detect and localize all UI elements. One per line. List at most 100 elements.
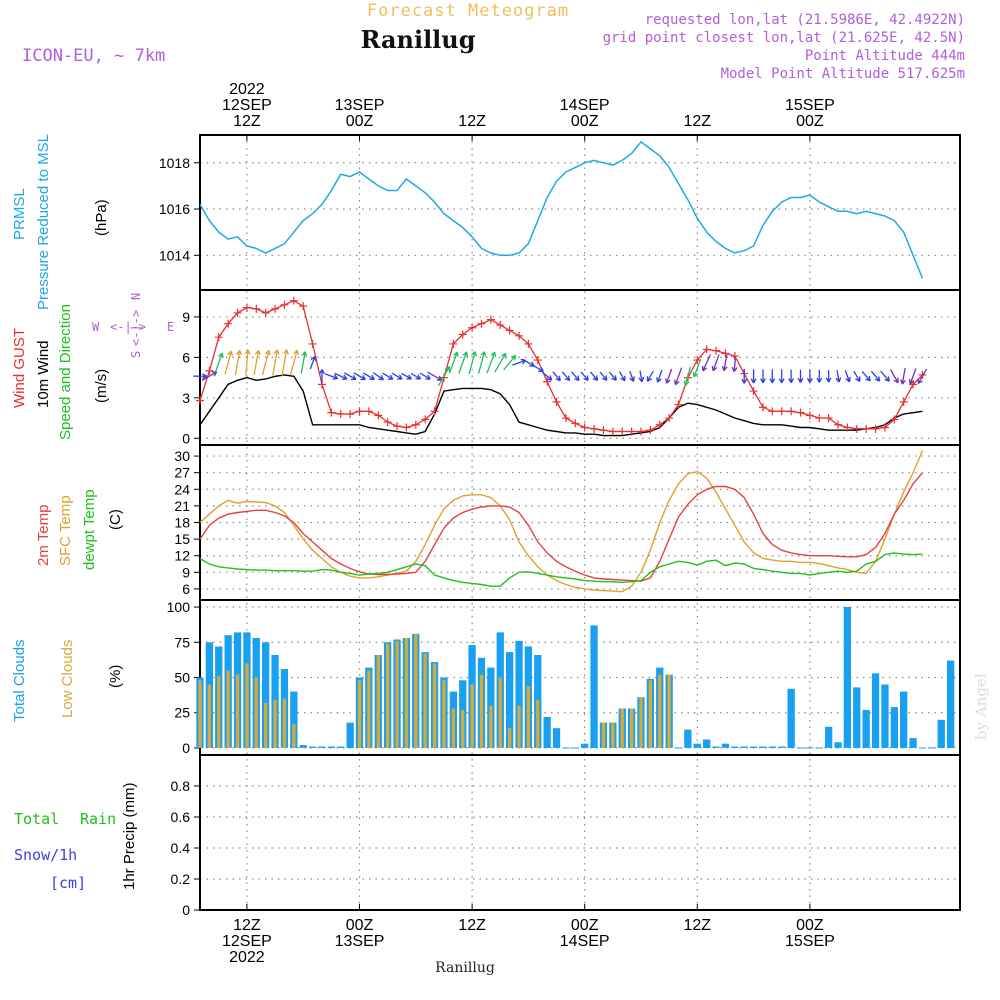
- t2m-line: [199, 472, 924, 582]
- bottom-time-label: 14SEP: [560, 933, 610, 950]
- wind-direction-arrow: [917, 368, 928, 385]
- gust-marker: [242, 303, 251, 312]
- wind-direction-arrow: [503, 354, 517, 371]
- dew-title: dewpt Temp: [81, 489, 98, 570]
- gust-marker: [580, 423, 589, 432]
- location-title: Ranillug: [360, 25, 475, 54]
- temp-ytick-label: 6: [182, 581, 190, 597]
- compass-arrows: <-|->: [110, 320, 146, 334]
- gust-marker: [205, 366, 214, 375]
- total-cloud-bar: [871, 673, 880, 748]
- low-cloud-bar: [620, 708, 624, 748]
- low-cloud-bar: [508, 728, 512, 748]
- gust-marker: [308, 339, 317, 348]
- gust-marker: [515, 331, 524, 340]
- gust-marker: [815, 414, 824, 423]
- gust-marker: [505, 326, 514, 335]
- watermark: by Angel: [972, 673, 990, 740]
- total-cloud-bar: [881, 684, 889, 748]
- top-time-label: 12Z: [683, 113, 711, 130]
- wind-direction-arrow: [646, 370, 654, 382]
- low-cloud-bar: [451, 708, 455, 748]
- total-cloud-bar: [778, 746, 786, 748]
- gust-marker: [561, 414, 570, 423]
- model-altitude: Model Point Altitude 517.625m: [721, 66, 965, 82]
- precip-panel-title: Total Rain Snow/1h [cm] 1hr Precip (mm): [14, 782, 138, 892]
- t2m-title: 2m Temp: [35, 505, 52, 566]
- total-cloud-bar: [703, 739, 711, 748]
- sfc-title: SFC Temp: [57, 495, 74, 566]
- wind-direction-arrow: [244, 349, 251, 376]
- total-cloud-bar: [947, 660, 955, 748]
- low-cloud-bar: [601, 722, 606, 748]
- compass-w: W: [92, 320, 100, 334]
- wind-direction-arrow: [769, 369, 776, 384]
- wind-direction-arrow: [214, 352, 224, 373]
- total-cloud-bar: [327, 746, 335, 748]
- low-cloud-bar: [282, 698, 287, 748]
- total-cloud-bar: [262, 642, 270, 748]
- temp-unit: (C): [107, 509, 124, 530]
- pressure-ytick-label: 1018: [159, 155, 190, 171]
- low-cloud-bar: [273, 700, 277, 748]
- gust-marker: [674, 400, 683, 409]
- top-time-label: 2022: [229, 81, 265, 98]
- wind-direction-arrow: [401, 372, 412, 380]
- bottom-time-label: 00Z: [571, 917, 599, 934]
- wind-ytick-label: 3: [182, 390, 190, 406]
- wind-direction-arrow: [741, 368, 748, 384]
- precip-ytick-label: 0.8: [171, 778, 191, 794]
- gust-marker: [364, 407, 373, 416]
- total-cloud-bar: [937, 719, 945, 748]
- gust-marker: [843, 423, 852, 432]
- total-cloud-bar: [740, 746, 748, 748]
- temp-panel-frame: [199, 444, 961, 601]
- gust-marker: [280, 300, 289, 309]
- wind-direction-arrow: [835, 370, 842, 383]
- top-time-label: 14SEP: [560, 97, 610, 114]
- gust-marker: [890, 415, 899, 424]
- low-cloud-bar: [611, 722, 615, 748]
- total-cloud-bar: [543, 717, 551, 748]
- wind-direction-arrow: [711, 354, 720, 372]
- low-cloud-bar: [217, 676, 221, 748]
- total-rain-b: Rain: [80, 810, 116, 828]
- gust-marker: [618, 427, 627, 436]
- gust-marker: [834, 420, 843, 429]
- wind-direction-arrow: [343, 372, 357, 381]
- temp-ytick-label: 30: [174, 448, 190, 464]
- low-cloud-bar: [526, 686, 530, 748]
- compass-vertical: <-|->: [129, 310, 143, 346]
- clouds-ytick-label: 25: [174, 705, 190, 721]
- clouds-panel-title: Total Clouds Low Clouds (%): [11, 639, 124, 722]
- dewpt-line: [199, 552, 923, 587]
- precip-panel-frame: [199, 754, 961, 911]
- gust-marker: [627, 427, 636, 436]
- total-cloud-bar: [909, 738, 917, 748]
- total-cloud-bar: [299, 745, 307, 748]
- wind-direction-arrow: [853, 370, 861, 382]
- wind-direction-arrow: [448, 351, 459, 374]
- low-cloud-bar: [479, 674, 484, 748]
- total-cloud-bar: [890, 707, 898, 748]
- wind-direction-arrow: [458, 351, 469, 374]
- gust-marker: [758, 403, 767, 412]
- gust-marker: [449, 339, 458, 348]
- gust-marker: [852, 424, 861, 433]
- wind-ytick-label: 6: [182, 349, 190, 365]
- grid-coords: grid point closest lon,lat (21.625E, 42.…: [603, 30, 965, 46]
- wind-direction-arrow: [486, 351, 497, 374]
- bottom-time-label: 15SEP: [785, 933, 835, 950]
- model-label: ICON-EU, ~ 7km: [22, 46, 165, 66]
- gust-marker: [252, 304, 261, 313]
- low-cloud-bar: [357, 680, 362, 748]
- wind-direction-arrow: [797, 369, 804, 383]
- total-cloud-bar: [337, 746, 345, 748]
- low-cloud-bar: [461, 709, 465, 748]
- total-cloud-bar: [684, 729, 692, 748]
- pressure-panel-title: PRMSL Pressure Reduced to MSL (hPa): [11, 134, 110, 310]
- low-cloud-bar: [235, 674, 240, 748]
- wind-direction-arrow: [319, 369, 325, 383]
- gust-marker: [552, 397, 561, 406]
- wind-direction-arrow: [750, 369, 757, 384]
